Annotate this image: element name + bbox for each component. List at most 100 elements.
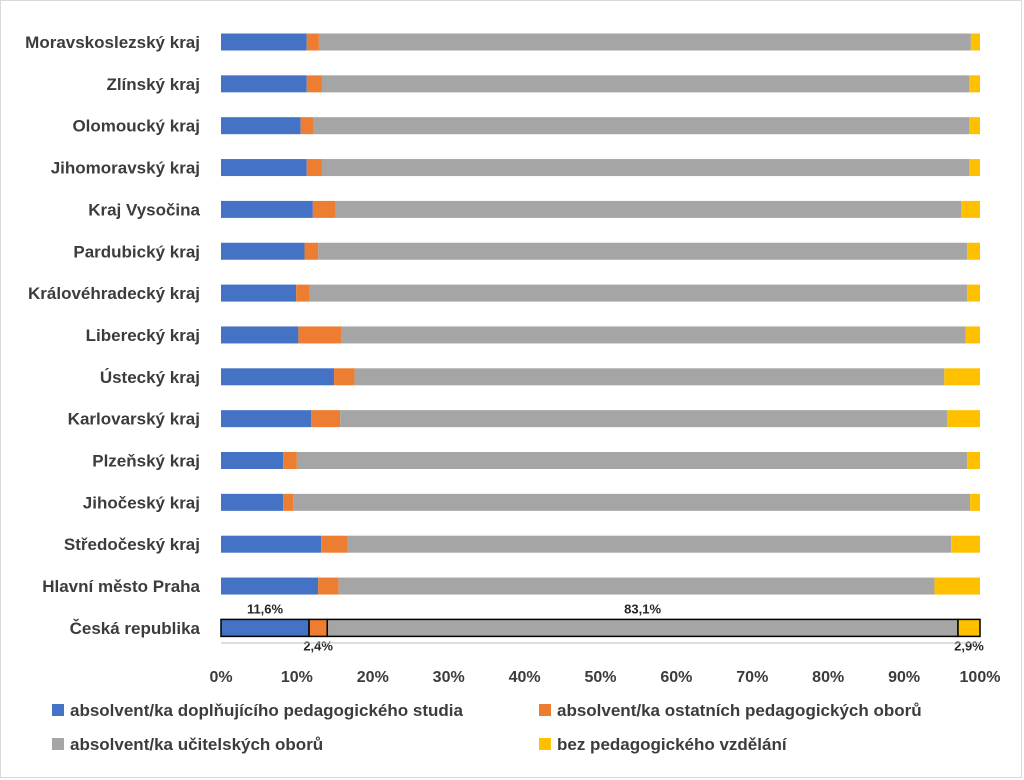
data-label-ceska-republika-s4: 2,9% bbox=[954, 638, 984, 653]
category-label-karlovarsky-kraj: Karlovarský kraj bbox=[68, 410, 200, 429]
bar-segment-pardubicky-kraj-s4 bbox=[967, 242, 980, 260]
legend-label-s4: bez pedagogického vzdělání bbox=[557, 735, 788, 754]
bar-segment-ustecky-kraj-s3 bbox=[354, 368, 945, 386]
legend-label-s2: absolvent/ka ostatních pedagogických obo… bbox=[557, 701, 922, 720]
bar-segment-pardubicky-kraj-s2 bbox=[304, 242, 319, 260]
bar-segment-plzensky-kraj-s4 bbox=[967, 452, 980, 469]
bar-segment-ceska-republika-s3 bbox=[326, 618, 959, 638]
data-label-ceska-republika-s2: 2,4% bbox=[303, 638, 333, 653]
bar-segment-jihocesky-kraj-s1 bbox=[221, 493, 284, 511]
bar-segment-plzensky-kraj-s3 bbox=[296, 452, 968, 469]
bar-segment-moravskoslezsky-kraj-s1 bbox=[221, 33, 307, 51]
category-label-liberecky-kraj: Liberecký kraj bbox=[86, 326, 200, 345]
x-tick-label-10: 100% bbox=[960, 669, 1001, 686]
bar-segment-ustecky-kraj-s4 bbox=[944, 368, 980, 386]
category-label-ceska-republika: Česká republika bbox=[70, 619, 201, 638]
bar-segment-liberecky-kraj-s4 bbox=[965, 326, 980, 344]
x-tick-label-1: 10% bbox=[281, 669, 313, 686]
bar-segment-hlavni-mesto-praha-s4 bbox=[934, 577, 980, 595]
x-tick-label-7: 70% bbox=[736, 669, 768, 686]
bar-segment-ceska-republika-s2 bbox=[308, 618, 329, 638]
legend-swatch-s1 bbox=[52, 704, 64, 716]
bar-segment-pardubicky-kraj-s1 bbox=[221, 242, 305, 260]
bar-segment-ustecky-kraj-s1 bbox=[221, 368, 335, 386]
data-label-ceska-republika-s1: 11,6% bbox=[247, 601, 284, 616]
bar-segment-jihomoravsky-kraj-s3 bbox=[321, 159, 970, 177]
bar-segment-ustecky-kraj-s2 bbox=[334, 368, 355, 386]
bar-segment-jihomoravsky-kraj-s1 bbox=[221, 159, 307, 177]
x-tick-label-6: 60% bbox=[660, 669, 692, 686]
bar-segment-jihocesky-kraj-s2 bbox=[283, 493, 294, 511]
legend-swatch-s3 bbox=[52, 738, 64, 750]
data-label-ceska-republika-s3: 83,1% bbox=[624, 601, 661, 616]
bar-segment-liberecky-kraj-s2 bbox=[298, 326, 342, 344]
category-label-kralovehradecky-kraj: Královéhradecký kraj bbox=[28, 284, 200, 303]
bar-segment-stredocesky-kraj-s3 bbox=[346, 535, 952, 553]
bar-segment-kraj-vysocina-s1 bbox=[221, 200, 313, 218]
category-label-moravskoslezsky-kraj: Moravskoslezský kraj bbox=[25, 33, 200, 52]
bar-segment-jihocesky-kraj-s4 bbox=[970, 493, 980, 511]
legend-swatch-s4 bbox=[539, 738, 551, 750]
bar-segment-jihocesky-kraj-s3 bbox=[293, 493, 971, 511]
x-tick-label-0: 0% bbox=[209, 669, 232, 686]
bar-segment-pardubicky-kraj-s3 bbox=[318, 242, 968, 260]
bar-segment-olomoucky-kraj-s1 bbox=[221, 117, 301, 135]
bar-segment-kraj-vysocina-s4 bbox=[961, 200, 980, 218]
legend-label-s1: absolvent/ka doplňujícího pedagogického … bbox=[70, 701, 463, 720]
bar-segment-ceska-republika-s1 bbox=[220, 618, 310, 638]
bar-segment-kraj-vysocina-s3 bbox=[335, 200, 962, 218]
bar-segment-zlinsky-kraj-s3 bbox=[321, 75, 970, 93]
bar-segment-kralovehradecky-kraj-s4 bbox=[967, 284, 980, 302]
category-label-kraj-vysocina: Kraj Vysočina bbox=[88, 200, 200, 219]
bar-segment-jihomoravsky-kraj-s4 bbox=[969, 159, 980, 177]
bar-segment-kralovehradecky-kraj-s2 bbox=[296, 284, 310, 302]
bar-segment-karlovarsky-kraj-s2 bbox=[311, 410, 341, 428]
category-label-zlinsky-kraj: Zlínský kraj bbox=[106, 75, 200, 94]
bar-segment-hlavni-mesto-praha-s1 bbox=[221, 577, 319, 595]
bar-segment-kralovehradecky-kraj-s3 bbox=[309, 284, 968, 302]
legend-swatch-s2 bbox=[539, 704, 551, 716]
category-label-ustecky-kraj: Ústecký kraj bbox=[100, 368, 200, 387]
category-label-stredocesky-kraj: Středočeský kraj bbox=[64, 535, 200, 554]
x-tick-label-8: 80% bbox=[812, 669, 844, 686]
legend-label-s3: absolvent/ka učitelských oborů bbox=[70, 735, 323, 754]
bar-segment-karlovarsky-kraj-s4 bbox=[947, 410, 980, 428]
bar-segment-kralovehradecky-kraj-s1 bbox=[221, 284, 297, 302]
bar-segment-zlinsky-kraj-s1 bbox=[221, 75, 307, 93]
bar-segment-stredocesky-kraj-s4 bbox=[951, 535, 980, 553]
category-label-jihocesky-kraj: Jihočeský kraj bbox=[83, 493, 200, 512]
bar-segment-hlavni-mesto-praha-s2 bbox=[318, 577, 339, 595]
category-label-jihomoravsky-kraj: Jihomoravský kraj bbox=[51, 159, 200, 178]
bar-segment-kraj-vysocina-s2 bbox=[312, 200, 336, 218]
bar-segment-moravskoslezsky-kraj-s3 bbox=[318, 33, 971, 51]
x-tick-label-9: 90% bbox=[888, 669, 920, 686]
bar-segment-moravskoslezsky-kraj-s4 bbox=[970, 33, 980, 51]
category-label-olomoucky-kraj: Olomoucký kraj bbox=[72, 117, 200, 136]
bar-segment-olomoucky-kraj-s3 bbox=[313, 117, 970, 135]
bar-segment-stredocesky-kraj-s2 bbox=[321, 535, 347, 553]
x-tick-label-3: 30% bbox=[433, 669, 465, 686]
bar-segment-zlinsky-kraj-s4 bbox=[969, 75, 980, 93]
x-tick-label-2: 20% bbox=[357, 669, 389, 686]
category-label-pardubicky-kraj: Pardubický kraj bbox=[73, 242, 200, 261]
bar-segment-karlovarsky-kraj-s3 bbox=[340, 410, 948, 428]
x-tick-label-5: 50% bbox=[584, 669, 616, 686]
bar-segment-ceska-republika-s4 bbox=[957, 618, 981, 638]
bar-segment-jihomoravsky-kraj-s2 bbox=[306, 159, 322, 177]
bar-segment-moravskoslezsky-kraj-s2 bbox=[306, 33, 319, 51]
bar-segment-olomoucky-kraj-s4 bbox=[969, 117, 980, 135]
bar-segment-liberecky-kraj-s1 bbox=[221, 326, 299, 344]
x-tick-label-4: 40% bbox=[509, 669, 541, 686]
bar-segment-plzensky-kraj-s2 bbox=[283, 452, 297, 469]
bar-segment-plzensky-kraj-s1 bbox=[221, 452, 284, 469]
category-label-hlavni-mesto-praha: Hlavní město Praha bbox=[42, 577, 200, 596]
bar-segment-olomoucky-kraj-s2 bbox=[300, 117, 314, 135]
bar-segment-stredocesky-kraj-s1 bbox=[221, 535, 322, 553]
category-label-plzensky-kraj: Plzeňský kraj bbox=[92, 452, 200, 471]
bar-segment-karlovarsky-kraj-s1 bbox=[221, 410, 312, 428]
bar-segment-zlinsky-kraj-s2 bbox=[306, 75, 322, 93]
bar-segment-hlavni-mesto-praha-s3 bbox=[338, 577, 935, 595]
bar-segment-liberecky-kraj-s3 bbox=[341, 326, 966, 344]
